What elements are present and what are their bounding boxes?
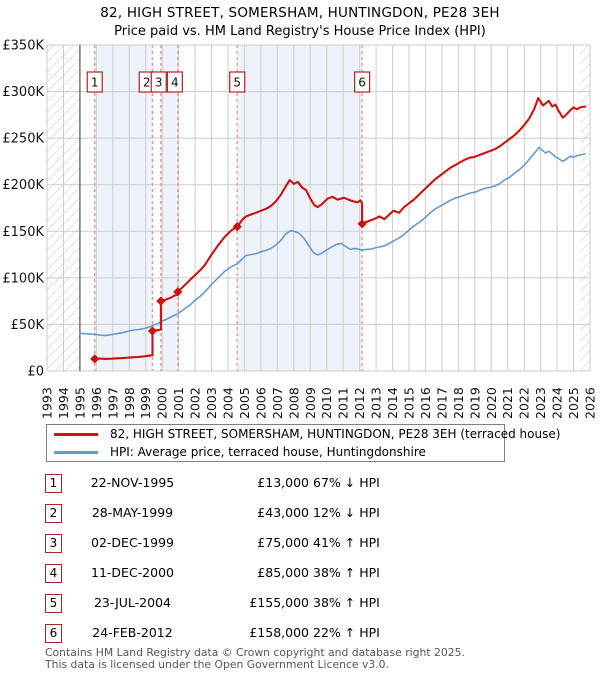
svg-text:2007: 2007	[270, 387, 285, 419]
row-number-badge: 2	[45, 504, 62, 523]
legend-item-hpi: HPI: Average price, terraced house, Hunt…	[47, 445, 504, 460]
sale-date: 22-NOV-1995	[90, 475, 175, 490]
svg-text:5: 5	[233, 76, 241, 90]
sale-date: 28-MAY-1999	[91, 505, 174, 520]
svg-text:£100K: £100K	[2, 271, 44, 286]
svg-text:2002: 2002	[188, 387, 203, 419]
price-line-swatch	[54, 432, 98, 436]
svg-text:2025: 2025	[566, 387, 581, 419]
hpi-delta: 38% ↑ HPI	[313, 565, 380, 580]
svg-text:4: 4	[171, 76, 179, 90]
sale-price: £43,000	[257, 505, 309, 520]
svg-text:2019: 2019	[467, 387, 482, 419]
svg-text:2016: 2016	[418, 387, 433, 419]
svg-text:1993: 1993	[40, 387, 55, 419]
sale-date: 24-FEB-2012	[92, 625, 173, 640]
svg-text:2: 2	[143, 76, 151, 90]
chart-gridlines	[46, 44, 591, 372]
table-row: 6 24-FEB-2012 £158,000 22% ↑ HPI	[45, 623, 565, 653]
svg-text:2011: 2011	[336, 387, 351, 419]
legend-label: HPI: Average price, terraced house, Hunt…	[110, 445, 426, 459]
svg-text:2024: 2024	[550, 387, 565, 419]
row-number-badge: 5	[45, 594, 62, 613]
svg-text:2020: 2020	[484, 387, 499, 419]
svg-text:£150K: £150K	[2, 225, 44, 240]
axis-tick-labels: £0 £50K £100K £150K £200K £250K £300K £350K 1993…	[2, 39, 597, 420]
svg-text:2015: 2015	[402, 387, 417, 419]
hpi-delta: 41% ↑ HPI	[313, 535, 380, 550]
transactions-table: 1 22-NOV-1995 £13,000 67% ↓ HPI 2 28-MAY…	[45, 473, 565, 653]
svg-text:2021: 2021	[500, 387, 515, 419]
svg-text:2013: 2013	[369, 387, 384, 419]
svg-text:£300K: £300K	[2, 85, 44, 100]
svg-text:1994: 1994	[56, 387, 71, 419]
svg-text:2003: 2003	[204, 387, 219, 419]
svg-text:£350K: £350K	[2, 39, 44, 54]
hpi-delta: 38% ↑ HPI	[313, 595, 380, 610]
svg-text:1995: 1995	[72, 387, 87, 419]
sale-point-diamonds	[90, 219, 367, 364]
svg-text:2023: 2023	[533, 387, 548, 419]
table-row: 2 28-MAY-1999 £43,000 12% ↓ HPI	[45, 503, 565, 533]
hpi-delta: 12% ↓ HPI	[313, 505, 380, 520]
footer-line: Contains HM Land Registry data © Crown c…	[45, 646, 465, 659]
row-number-badge: 1	[45, 474, 62, 493]
svg-text:£0: £0	[27, 365, 44, 380]
legend-item-price-paid: 82, HIGH STREET, SOMERSHAM, HUNTINGDON, …	[47, 427, 560, 442]
svg-text:2006: 2006	[253, 387, 268, 419]
table-row: 3 02-DEC-1999 £75,000 41% ↑ HPI	[45, 533, 565, 563]
svg-text:2010: 2010	[319, 387, 334, 419]
table-row: 4 11-DEC-2000 £85,000 38% ↑ HPI	[45, 563, 565, 593]
sale-price: £155,000	[249, 595, 309, 610]
svg-text:3: 3	[155, 76, 163, 90]
svg-text:2022: 2022	[517, 387, 532, 419]
svg-text:1998: 1998	[122, 387, 137, 419]
svg-text:2000: 2000	[155, 387, 170, 419]
sale-date: 02-DEC-1999	[91, 535, 174, 550]
row-number-badge: 4	[45, 564, 62, 583]
ownership-shaded-bands	[94, 45, 363, 371]
hpi-delta: 22% ↑ HPI	[313, 625, 380, 640]
svg-text:2017: 2017	[434, 387, 449, 419]
page-subtitle: Price paid vs. HM Land Registry's House …	[114, 24, 486, 39]
svg-text:2004: 2004	[221, 387, 236, 419]
svg-text:£50K: £50K	[11, 318, 45, 333]
svg-text:2018: 2018	[451, 387, 466, 419]
table-row: 5 23-JUL-2004 £155,000 38% ↑ HPI	[45, 593, 565, 623]
sale-price: £85,000	[257, 565, 309, 580]
svg-text:2005: 2005	[237, 387, 252, 419]
row-number-badge: 3	[45, 534, 62, 553]
svg-text:1: 1	[91, 76, 99, 90]
hpi-line-swatch	[54, 450, 98, 454]
sale-date: 11-DEC-2000	[91, 565, 174, 580]
hpi-delta: 67% ↓ HPI	[313, 475, 380, 490]
svg-text:2008: 2008	[286, 387, 301, 419]
svg-text:6: 6	[358, 76, 366, 90]
sale-date: 23-JUL-2004	[93, 595, 171, 610]
svg-text:1999: 1999	[138, 387, 153, 419]
sale-price: £158,000	[249, 625, 309, 640]
page-title: 82, HIGH STREET, SOMERSHAM, HUNTINGDON, …	[100, 5, 500, 21]
sale-price: £75,000	[257, 535, 309, 550]
svg-text:2012: 2012	[352, 387, 367, 419]
sale-price: £13,000	[257, 475, 309, 490]
svg-text:2026: 2026	[583, 387, 598, 419]
svg-text:2014: 2014	[385, 387, 400, 419]
svg-text:1996: 1996	[89, 387, 104, 419]
legend-label: 82, HIGH STREET, SOMERSHAM, HUNTINGDON, …	[110, 427, 561, 441]
svg-text:2009: 2009	[303, 387, 318, 419]
table-row: 1 22-NOV-1995 £13,000 67% ↓ HPI	[45, 473, 565, 503]
license-footer: Contains HM Land Registry data © Crown c…	[45, 647, 585, 670]
svg-text:2001: 2001	[171, 387, 186, 419]
svg-text:£200K: £200K	[2, 178, 44, 193]
svg-text:1997: 1997	[105, 387, 120, 419]
row-number-badge: 6	[45, 624, 62, 643]
svg-text:£250K: £250K	[2, 132, 44, 147]
chart-legend: 82, HIGH STREET, SOMERSHAM, HUNTINGDON, …	[46, 424, 560, 462]
footer-line: This data is licensed under the Open Gov…	[45, 657, 389, 671]
